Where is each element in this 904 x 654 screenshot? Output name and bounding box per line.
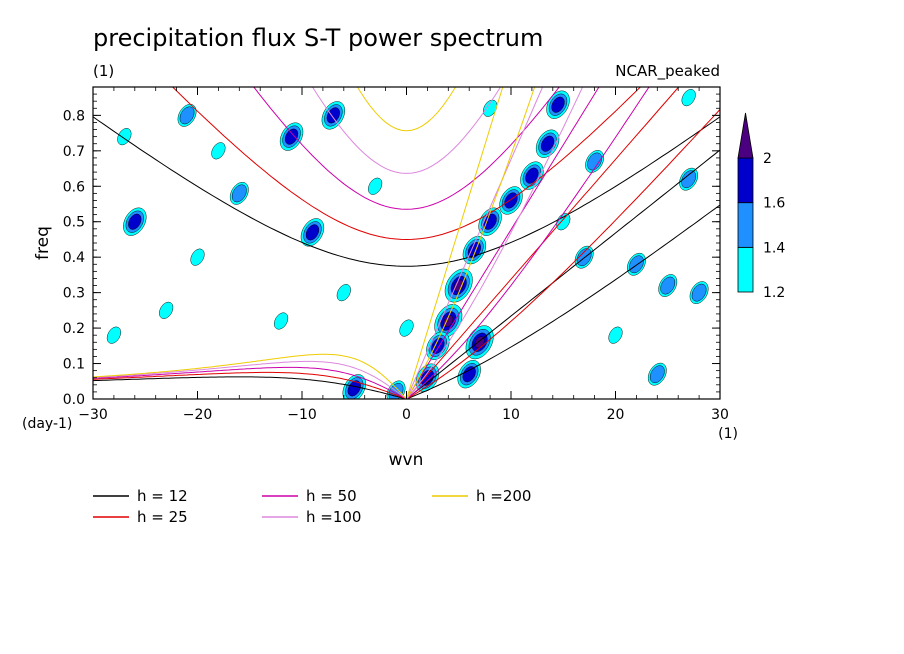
power-blob	[465, 325, 494, 360]
x-tick-label: 30	[711, 407, 729, 423]
power-blob	[627, 252, 646, 276]
power-blob	[342, 374, 366, 399]
power-blob	[399, 319, 414, 337]
legend-label: h = 50	[306, 487, 357, 505]
x-tick-label: 10	[502, 407, 520, 423]
x-tick-label: 0	[402, 407, 411, 423]
x-tick-label: −20	[183, 407, 213, 423]
power-blob	[585, 150, 604, 173]
colorbar-label: 1.4	[763, 240, 785, 256]
legend-label: h = 25	[137, 508, 188, 526]
power-blob	[177, 104, 197, 127]
legend-label: h =200	[476, 487, 531, 505]
power-blob	[279, 122, 304, 151]
power-blob	[274, 312, 289, 330]
y-tick-label: 0.0	[63, 392, 85, 408]
colorbar-segment	[737, 202, 754, 248]
dispersion-curves	[93, 87, 720, 399]
y-tick-label: 0.7	[63, 144, 85, 160]
power-blob	[574, 245, 594, 269]
power-blob	[608, 326, 623, 344]
colorbar-label: 1.6	[763, 196, 785, 212]
y-tick-label: 0.2	[63, 321, 85, 337]
power-blob	[444, 268, 473, 303]
power-blob	[647, 362, 667, 386]
x-axis: −30 −20 −10 0 10 20 30	[78, 87, 729, 423]
dispersion-curve-h12	[93, 116, 720, 399]
power-blob	[159, 301, 174, 319]
x-tick-label: 20	[607, 407, 625, 423]
colorbar-segment	[737, 157, 754, 204]
power-blob	[117, 128, 132, 146]
power-blob	[211, 142, 226, 160]
y-axis-label: freq	[33, 226, 53, 260]
y-tick-label: 0.8	[63, 108, 85, 124]
power-blob	[336, 284, 351, 302]
y-unit-label: (day-1)	[22, 416, 72, 432]
y-tick-label: 0.4	[63, 250, 85, 266]
y-axis: 0.0 0.1 0.2 0.3 0.4 0.5 0.6 0.7 0.8	[63, 93, 720, 408]
power-blob	[321, 101, 346, 130]
power-blob	[483, 99, 498, 117]
dispersion-curve-h25	[93, 87, 720, 399]
colorbar-top-triangle	[737, 112, 754, 159]
power-contours	[106, 89, 709, 399]
legend-label: h = 12	[137, 487, 188, 505]
chart-subtitle-right: NCAR_peaked	[615, 62, 720, 81]
power-blob	[681, 89, 696, 107]
power-blob	[679, 167, 699, 191]
x-tick-label: −10	[287, 407, 317, 423]
power-blob	[106, 326, 121, 344]
power-blob	[368, 177, 383, 195]
x-unit-label: (1)	[718, 426, 738, 442]
legend-label: h =100	[306, 508, 361, 526]
y-tick-label: 0.3	[63, 286, 85, 302]
plot-frame	[92, 86, 721, 400]
power-blob	[546, 90, 570, 119]
power-blob	[462, 235, 487, 265]
y-tick-label: 0.5	[63, 215, 85, 231]
colorbar-segment	[737, 246, 754, 293]
legend: h = 12 h = 25 h = 50 h =100 h =200	[93, 487, 531, 526]
power-blob	[229, 182, 249, 205]
colorbar-label: 2	[763, 151, 772, 167]
x-axis-label: wvn	[389, 450, 424, 470]
dispersion-curve-h50	[93, 87, 650, 399]
dispersion-curve-h100	[93, 87, 584, 399]
power-blob	[658, 274, 678, 297]
power-blob	[190, 248, 205, 266]
power-blob	[535, 129, 560, 158]
power-blob	[689, 281, 709, 304]
power-blob	[457, 360, 481, 389]
y-tick-label: 0.1	[63, 357, 85, 373]
colorbar-label: 1.2	[763, 285, 785, 301]
power-blob	[499, 186, 523, 215]
y-tick-label: 0.6	[63, 179, 85, 195]
chart-subtitle-left: (1)	[93, 62, 114, 80]
x-tick-label: −30	[78, 407, 108, 423]
power-blob	[123, 207, 147, 236]
power-blob	[300, 218, 325, 247]
dispersion-curve-h200	[93, 87, 536, 399]
chart-title: precipitation flux S-T power spectrum	[93, 24, 543, 52]
colorbar: 1.2 1.4 1.6 2	[737, 112, 785, 301]
